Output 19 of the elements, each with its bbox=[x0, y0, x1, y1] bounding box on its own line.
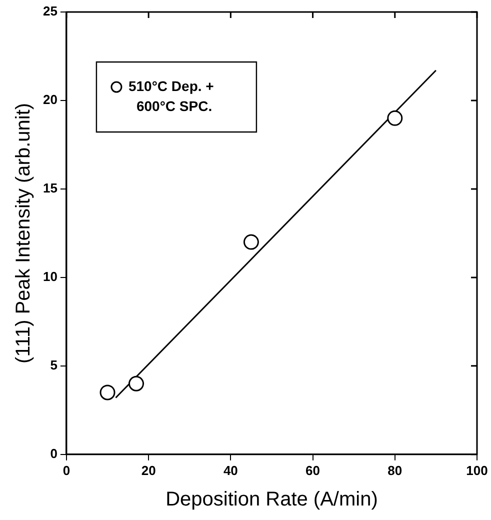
x-tick-label: 0 bbox=[62, 462, 70, 478]
x-tick-label: 20 bbox=[141, 462, 156, 478]
point bbox=[128, 376, 144, 392]
y-tick-label: 25 bbox=[42, 4, 58, 19]
x-tick-label: 80 bbox=[388, 462, 402, 478]
x-tick-label: 60 bbox=[306, 462, 320, 478]
y-tick-label: 20 bbox=[42, 92, 58, 108]
y-tick-label: 5 bbox=[50, 358, 58, 372]
y-axis-title: (111) Peak Intensity (arb.unit) bbox=[12, 102, 35, 364]
x-tick-label: 40 bbox=[223, 462, 238, 478]
x-tick-label: 100 bbox=[466, 462, 488, 478]
point bbox=[100, 384, 116, 400]
point bbox=[243, 234, 259, 250]
y-tick-label: 15 bbox=[42, 180, 58, 196]
y-tick-label: 0 bbox=[50, 446, 58, 461]
x-axis-title: Deposition Rate (A/min) bbox=[166, 488, 378, 511]
legend-label: 510°C Dep. + 600°C SPC. bbox=[128, 78, 214, 114]
point bbox=[387, 110, 403, 126]
y-tick-label: 10 bbox=[42, 269, 58, 284]
